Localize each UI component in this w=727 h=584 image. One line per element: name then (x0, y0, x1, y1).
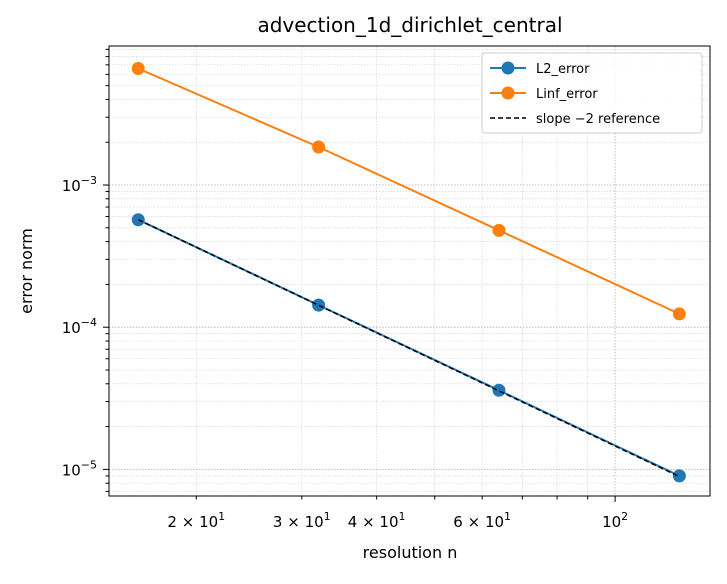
x-tick-label-0: 2 × 101 (167, 510, 225, 531)
data-point-1-2 (492, 223, 506, 237)
data-point-1-1 (312, 140, 326, 154)
legend-marker-0 (501, 61, 515, 75)
series-2 (137, 219, 680, 478)
data-point-0-1 (312, 298, 326, 312)
y-axis-label: error norm (17, 228, 36, 314)
y-tick-label-2: 10−3 (62, 174, 97, 195)
x-tick-label-1: 3 × 101 (273, 510, 331, 531)
data-point-0-3 (672, 469, 686, 483)
y-tick-label-0: 10−5 (62, 458, 97, 479)
data-point-1-0 (131, 61, 145, 75)
chart-title: advection_1d_dirichlet_central (257, 13, 562, 37)
legend-label-0: L2_error (536, 62, 590, 77)
series-1 (131, 61, 686, 321)
data-point-1-3 (672, 307, 686, 321)
x-tick-label-3: 6 × 101 (453, 510, 511, 531)
plot-area-frame (108, 45, 711, 497)
axis-ticks: 2 × 101 3 × 101 4 × 101 6 × 101 102 10−5 10−4 1… (62, 48, 628, 531)
y-tick-label-1: 10−4 (62, 316, 97, 337)
legend-box (481, 52, 703, 134)
data-point-0-2 (492, 383, 506, 397)
series-line-2 (137, 219, 680, 478)
legend-label-1: Linf_error (536, 87, 598, 102)
x-tick-label-2: 4 × 101 (348, 510, 406, 531)
series-group (131, 61, 686, 483)
legend-marker-1 (501, 86, 515, 100)
series-line-1 (137, 67, 680, 315)
x-axis-label: resolution n (363, 543, 458, 562)
legend-label-2: slope −2 reference (536, 112, 660, 127)
x-tick-label-4: 102 (602, 510, 628, 531)
